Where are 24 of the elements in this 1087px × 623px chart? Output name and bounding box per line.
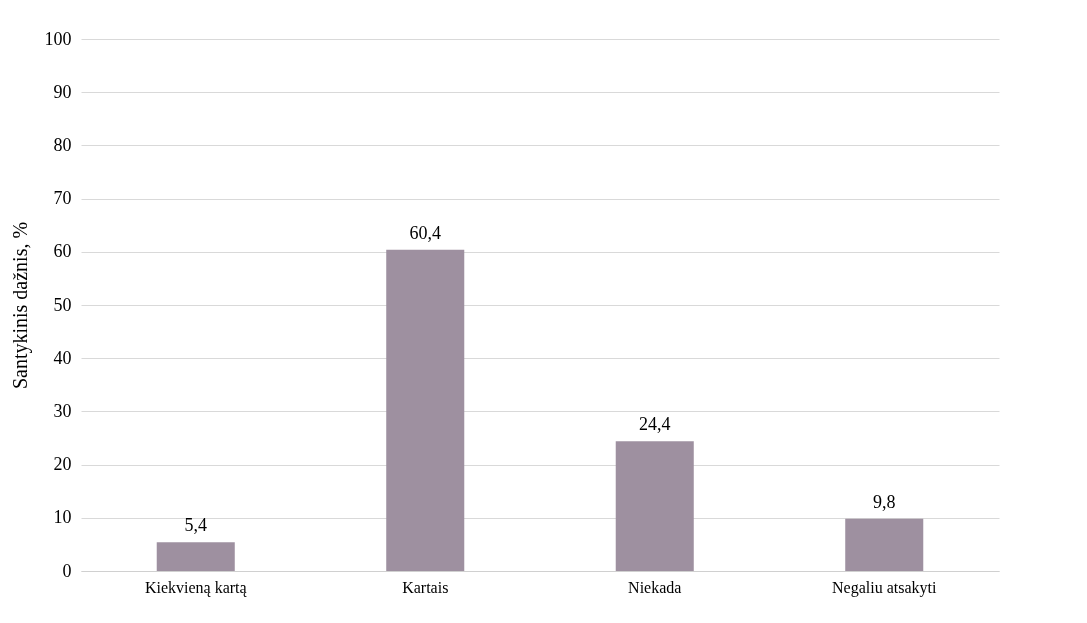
x-tick-label: Negaliu atsakyti [832, 578, 938, 597]
data-label: 24,4 [639, 414, 671, 435]
data-label: 9,8 [873, 491, 896, 512]
y-tick-label: 70 [53, 188, 72, 209]
x-tick-label: Kartais [402, 578, 449, 596]
bar [156, 542, 235, 571]
x-tick-label: Kiekvieną kartą [144, 578, 248, 597]
y-tick-label: 30 [53, 400, 72, 421]
y-tick-label: 0 [62, 560, 72, 581]
y-tick-label: 50 [53, 294, 72, 315]
bar [386, 249, 465, 571]
bar [845, 518, 924, 571]
y-tick-label: 20 [53, 454, 72, 475]
y-tick-label: 80 [53, 134, 72, 155]
y-tick-label: 100 [44, 28, 72, 49]
y-axis-title: Santykinis dažnis, % [8, 221, 32, 390]
data-label: 5,4 [184, 515, 207, 536]
bar [615, 441, 694, 571]
y-tick-label: 40 [53, 347, 72, 368]
y-tick-label: 90 [53, 81, 72, 102]
data-label: 60,4 [409, 222, 441, 243]
x-tick-label: Niekada [628, 578, 682, 596]
y-tick-label: 10 [53, 507, 72, 528]
y-tick-label: 60 [53, 241, 72, 262]
